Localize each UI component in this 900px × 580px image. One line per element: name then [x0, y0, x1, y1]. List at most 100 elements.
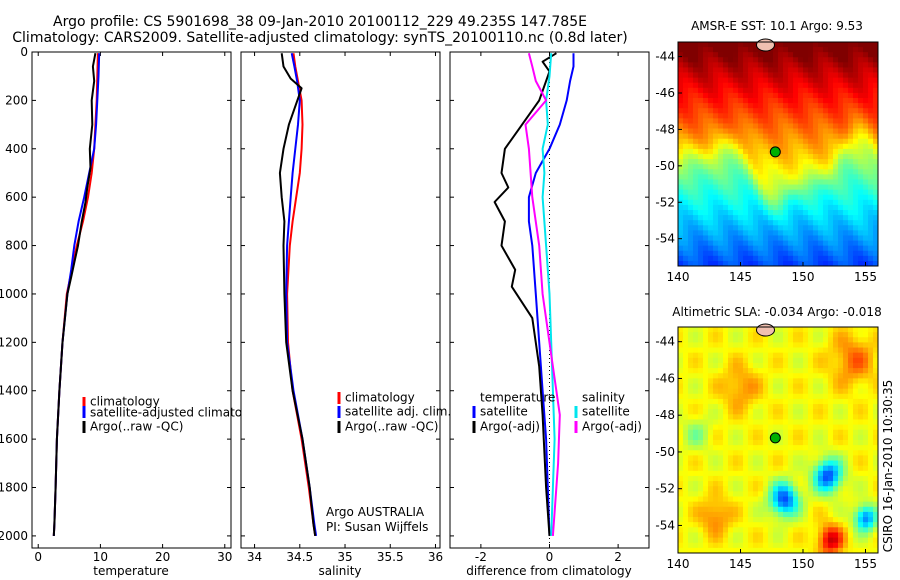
- heatmap-cell: [698, 118, 704, 124]
- heatmap-cell: [843, 373, 849, 379]
- heatmap-cell: [718, 164, 724, 170]
- heatmap-cell: [763, 542, 769, 549]
- heatmap-cell: [723, 378, 729, 384]
- heatmap-cell: [783, 496, 789, 503]
- heatmap-cell: [843, 148, 849, 155]
- heatmap-cell: [853, 486, 859, 492]
- heatmap-cell: [748, 501, 754, 508]
- heatmap-cell: [763, 108, 769, 114]
- heatmap-cell: [773, 506, 779, 513]
- heatmap-cell: [743, 393, 749, 400]
- heatmap-cell: [863, 133, 869, 140]
- sst-map-panel: AMSR-E SST: 10.1 Argo: 9.53 -44-46-48-50…: [655, 19, 879, 284]
- heatmap-cell: [858, 491, 864, 497]
- heatmap-cell: [788, 42, 794, 48]
- heatmap-cell: [688, 455, 694, 461]
- heatmap-cell: [783, 414, 789, 420]
- heatmap-cell: [703, 199, 709, 206]
- heatmap-cell: [718, 255, 724, 262]
- heatmap-cell: [783, 179, 789, 185]
- heatmap-cell: [718, 424, 724, 431]
- heatmap-cell: [778, 210, 784, 216]
- heatmap-cell: [818, 373, 824, 379]
- heatmap-cell: [858, 460, 864, 467]
- heatmap-cell: [868, 164, 874, 170]
- heatmap-cell: [868, 250, 874, 257]
- heatmap-cell: [793, 98, 799, 104]
- heatmap-cell: [678, 440, 684, 446]
- heatmap-cell: [823, 189, 829, 196]
- heatmap-cell: [728, 169, 734, 175]
- heatmap-cell: [823, 255, 829, 262]
- heatmap-cell: [728, 148, 734, 155]
- heatmap-cell: [703, 174, 709, 180]
- heatmap-cell: [728, 189, 734, 196]
- heatmap-cell: [678, 204, 684, 211]
- heatmap-cell: [778, 103, 784, 109]
- heatmap-cell: [798, 491, 804, 497]
- heatmap-cell: [698, 164, 704, 170]
- heatmap-cell: [738, 255, 744, 262]
- heatmap-cell: [773, 501, 779, 508]
- heatmap-cell: [758, 537, 764, 544]
- heatmap-cell: [783, 133, 789, 140]
- heatmap-cell: [843, 332, 849, 338]
- heatmap-cell: [833, 245, 839, 252]
- heatmap-cell: [768, 481, 774, 487]
- heatmap-cell: [823, 481, 829, 487]
- heatmap-cell: [748, 475, 754, 482]
- heatmap-cell: [863, 210, 869, 216]
- heatmap-cell: [778, 204, 784, 211]
- heatmap-cell: [698, 414, 704, 420]
- heatmap-cell: [818, 352, 824, 359]
- heatmap-cell: [738, 470, 744, 477]
- heatmap-cell: [743, 434, 749, 441]
- heatmap-cell: [833, 362, 839, 369]
- heatmap-cell: [688, 362, 694, 369]
- heatmap-cell: [698, 215, 704, 221]
- heatmap-cell: [763, 465, 769, 472]
- heatmap-cell: [873, 255, 879, 262]
- heatmap-cell: [698, 527, 704, 533]
- heatmap-cell: [688, 327, 694, 333]
- heatmap-cell: [868, 506, 874, 513]
- heatmap-cell: [868, 424, 874, 431]
- y-tick-label: 2000: [0, 529, 28, 543]
- heatmap-cell: [783, 460, 789, 467]
- heatmap-cell: [738, 189, 744, 196]
- heatmap-cell: [818, 164, 824, 170]
- heatmap-cell: [868, 522, 874, 528]
- heatmap-cell: [713, 164, 719, 170]
- heatmap-cell: [863, 179, 869, 185]
- heatmap-cell: [733, 148, 739, 155]
- heatmap-cell: [793, 245, 799, 252]
- heatmap-cell: [843, 486, 849, 492]
- heatmap-cell: [838, 204, 844, 211]
- heatmap-cell: [713, 368, 719, 374]
- heatmap-cell: [873, 522, 879, 528]
- heatmap-cell: [718, 179, 724, 185]
- heatmap-cell: [688, 368, 694, 374]
- heatmap-cell: [793, 260, 799, 267]
- heatmap-cell: [683, 352, 689, 359]
- heatmap-cell: [823, 82, 829, 89]
- heatmap-cell: [873, 148, 879, 155]
- heatmap-cell: [738, 383, 744, 390]
- heatmap-cell: [678, 189, 684, 196]
- heatmap-cell: [708, 77, 714, 84]
- heatmap-cell: [738, 332, 744, 338]
- heatmap-cell: [763, 424, 769, 431]
- heatmap-cell: [728, 342, 734, 348]
- heatmap-cell: [758, 199, 764, 206]
- heatmap-cell: [778, 440, 784, 446]
- y-tick-label: -44: [655, 335, 675, 349]
- heatmap-cell: [843, 103, 849, 109]
- heatmap-cell: [733, 42, 739, 48]
- heatmap-cell: [843, 506, 849, 513]
- heatmap-cell: [703, 362, 709, 369]
- heatmap-cell: [713, 332, 719, 338]
- heatmap-cell: [768, 159, 774, 165]
- heatmap-cell: [838, 445, 844, 451]
- heatmap-cell: [738, 52, 744, 58]
- heatmap-cell: [738, 542, 744, 549]
